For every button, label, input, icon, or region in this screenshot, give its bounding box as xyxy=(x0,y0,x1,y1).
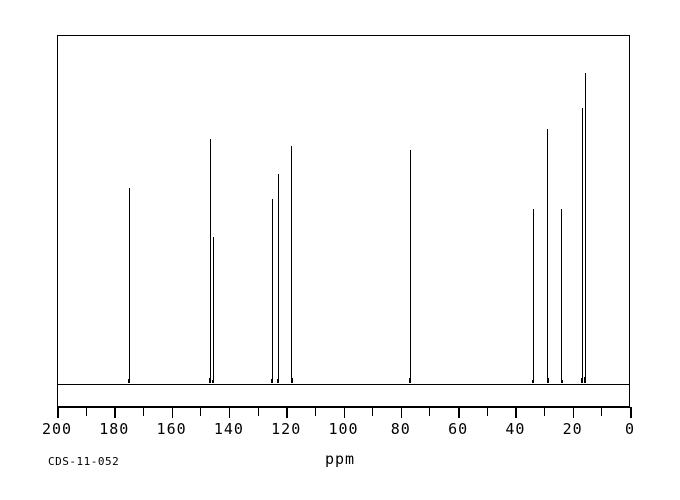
x-tick-major xyxy=(458,407,460,418)
x-axis-title: ppm xyxy=(324,450,356,468)
x-tick-label: 100 xyxy=(328,420,359,438)
x-tick-major xyxy=(228,407,231,418)
spectrum-peak-base xyxy=(277,378,280,383)
spectrum-peak xyxy=(409,149,411,383)
spectrum-peak-base xyxy=(271,379,273,383)
spectrum-peak-base xyxy=(532,379,535,383)
x-tick-label: 120 xyxy=(271,420,302,438)
x-tick-major xyxy=(114,407,116,418)
spectrum-peak-base xyxy=(209,378,212,383)
spectrum-peak-base xyxy=(128,379,131,383)
x-tick-minor xyxy=(314,407,316,416)
x-tick-label: 180 xyxy=(99,420,130,438)
x-tick-minor xyxy=(601,407,603,416)
spectrum-peak-base xyxy=(212,380,215,383)
spectrum-peak-base xyxy=(290,378,293,383)
spectrum-peak xyxy=(271,198,273,383)
x-tick-minor xyxy=(372,407,374,416)
x-tick-label: 200 xyxy=(41,420,73,438)
spectrum-peak-base xyxy=(409,378,412,383)
x-tick-label: 40 xyxy=(505,420,526,438)
spectrum-peak xyxy=(212,236,214,383)
spectrum-peak xyxy=(584,73,586,383)
x-tick-major xyxy=(572,407,575,418)
x-tick-label: 80 xyxy=(390,420,411,438)
spectrum-peak xyxy=(532,209,534,383)
x-tick-minor xyxy=(486,407,488,416)
spectrum-peak xyxy=(547,128,549,383)
x-tick-label: 160 xyxy=(156,420,187,438)
x-tick-label: 0 xyxy=(624,420,636,438)
plot-area xyxy=(58,36,629,406)
baseline xyxy=(58,384,629,385)
x-tick-major xyxy=(630,407,632,418)
x-tick-minor xyxy=(544,407,546,416)
x-tick-label: 60 xyxy=(448,420,469,438)
x-tick-minor xyxy=(85,407,87,416)
x-tick-major xyxy=(343,407,345,418)
spectrum-peak xyxy=(561,209,563,383)
sample-id-label: CDS-11-052 xyxy=(48,455,120,468)
x-tick-minor xyxy=(142,407,144,416)
x-tick-major xyxy=(171,407,174,418)
spectrum-peak xyxy=(291,146,293,383)
spectrum-peak xyxy=(277,174,279,383)
x-tick-minor xyxy=(200,407,202,416)
plot-frame xyxy=(57,35,630,407)
x-tick-label: 20 xyxy=(562,420,583,438)
spectrum-peak xyxy=(128,188,130,383)
x-tick-major xyxy=(400,407,403,418)
x-tick-label: 140 xyxy=(213,420,244,438)
spectrum-peak xyxy=(209,139,211,383)
spectrum-peak-base xyxy=(560,379,563,383)
x-tick-minor xyxy=(429,407,431,416)
spectrum-peak-base xyxy=(581,377,583,383)
x-tick-major xyxy=(515,407,517,418)
spectrum-peak-base xyxy=(584,376,587,383)
spectrum-peak xyxy=(581,108,583,383)
spectrum-peak-base xyxy=(546,377,549,383)
x-tick-major xyxy=(286,407,288,418)
x-tick-major xyxy=(57,407,59,418)
x-tick-minor xyxy=(257,407,259,416)
